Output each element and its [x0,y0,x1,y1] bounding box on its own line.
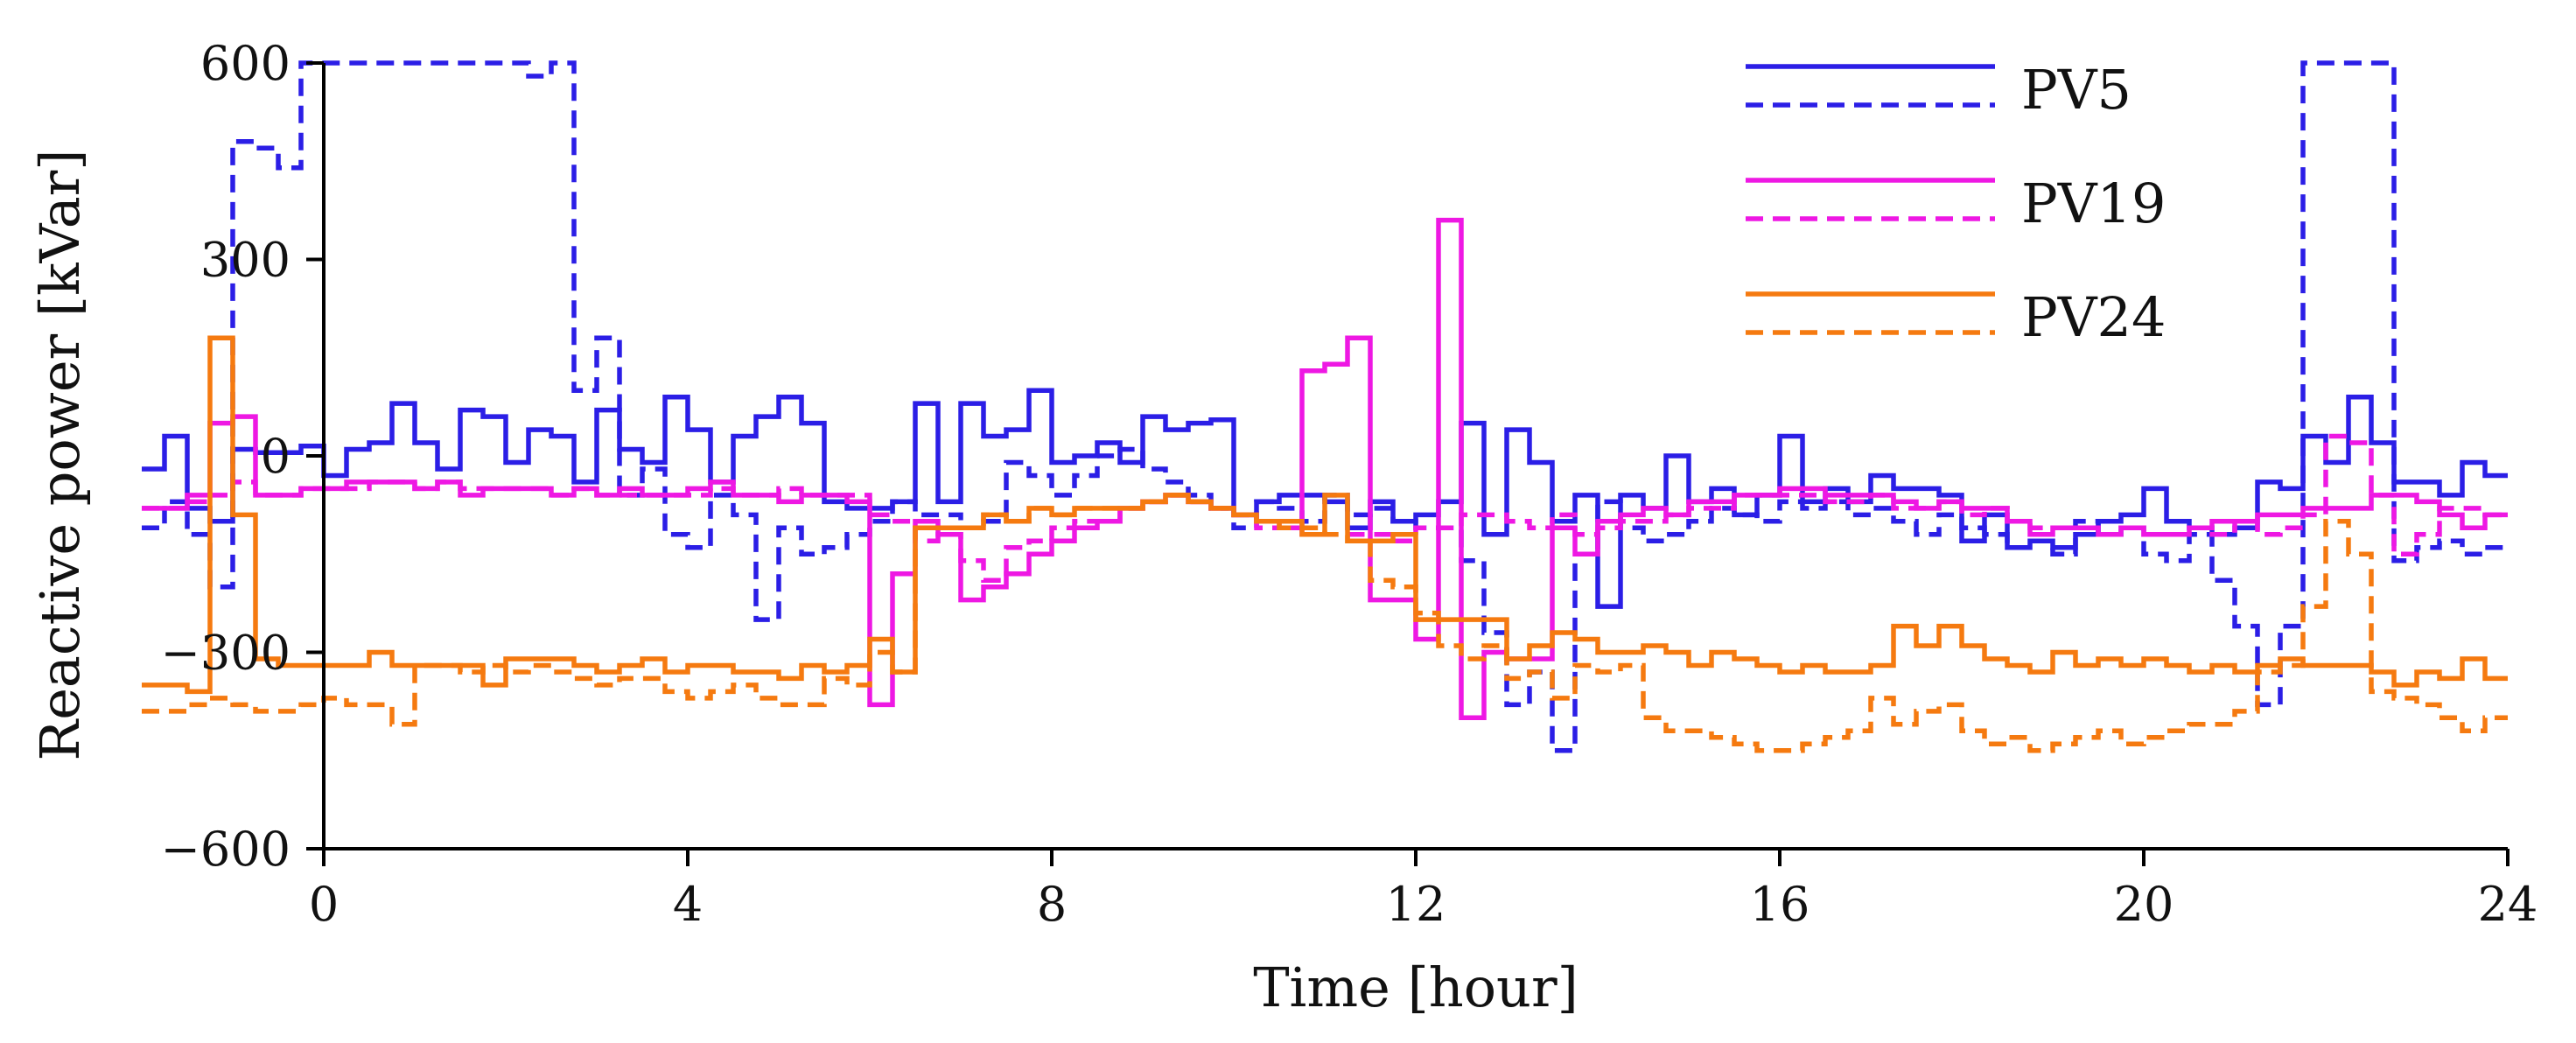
y-ticks: −600 −300 0 300 600 [161,36,324,877]
series-pv5-dashed [142,60,2508,753]
x-tick-label: 16 [1750,877,1810,932]
x-tick-label: 8 [1037,877,1067,932]
y-tick-label: 300 [200,233,290,288]
x-tick-label: 4 [673,877,703,932]
x-tick-label: 12 [1386,877,1446,932]
legend-label-pv5: PV5 [2021,58,2132,122]
x-ticks: 0 4 8 12 16 20 24 [309,849,2538,932]
x-tick-label: 24 [2478,877,2538,932]
legend-label-pv19: PV19 [2021,172,2166,235]
y-axis-label: Reactive power [kVar] [28,150,92,761]
y-tick-label: −600 [161,822,290,877]
legend: PV5 PV19 PV24 [1746,58,2166,349]
y-tick-label: 0 [261,429,290,484]
series-pv24-solid [142,335,2508,695]
series-pv24-dashed [142,493,2508,753]
plot-area [142,60,2508,753]
x-tick-label: 20 [2114,877,2174,932]
y-tick-label: 600 [200,36,290,91]
legend-label-pv24: PV24 [2021,285,2166,349]
x-tick-label: 0 [309,877,339,932]
x-axis-label: Time [hour] [1253,956,1578,1019]
y-tick-label: −300 [161,626,290,681]
